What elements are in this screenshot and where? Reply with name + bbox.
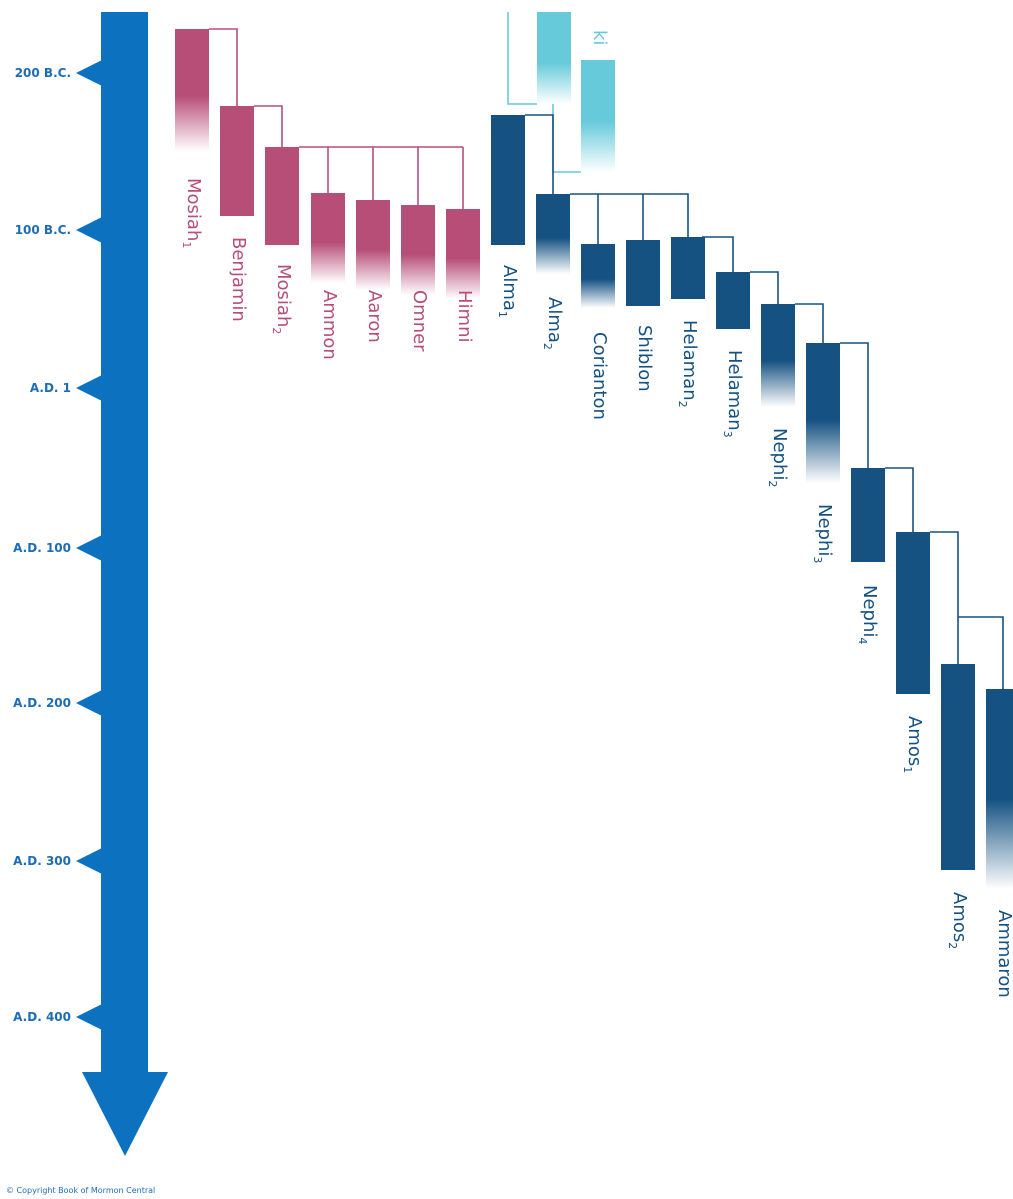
lifespan-bars [175,12,1013,889]
connector-nephi2-nephi3 [795,303,824,343]
person-label-nephi3: Nephi3 [811,504,835,563]
lifespan-bar-omner [401,205,435,295]
timeline-tick-label: A.D. 1 [30,381,71,395]
person-label-shiblon: Shiblon [634,325,655,392]
lifespan-bar-helaman3 [716,272,750,329]
connector-mosiah1-benjamin [209,28,238,106]
timeline-tick-marker [76,690,102,716]
lifespan-bar-aaron [356,200,390,290]
connector-helaman2-helaman3 [702,236,734,272]
connector-nephi4-amos1 [885,467,914,532]
person-label-alma2: Alma2 [541,297,565,350]
person-label-aaron: Aaron [364,290,385,343]
lifespan-bar-benjamin [220,106,254,216]
connector-nephi3-nephi4 [840,342,869,468]
lifespan-bar-ki [537,12,571,104]
timeline-axis [82,12,168,1156]
connector-amos1-amos2 [930,531,959,664]
copyright-notice: © Copyright Book of Mormon Central [6,1186,156,1195]
timeline-tick-marker [76,375,102,401]
timeline-arrowhead-icon [82,1072,168,1156]
person-label-ammaron: Ammaron [994,910,1013,998]
lifespan-bar-shiblon [626,240,660,306]
lifespan-bar-helaman2 [671,237,705,299]
person-label-benjamin: Benjamin [228,237,249,322]
lifespan-bar-nephi4 [851,468,885,562]
lifespan-bar-nephi3 [806,343,840,483]
lifespan-bar-mosiah2 [265,147,299,245]
timeline-tick-label: 200 B.C. [15,66,71,80]
person-label-mosiah1: Mosiah1 [180,178,204,248]
lifespan-bar-unnamed [581,60,615,172]
person-label-himni: Himni [454,290,475,342]
person-label-ammon: Ammon [319,290,340,360]
person-label-helaman3: Helaman3 [721,350,745,438]
lifespan-bar-nephi2 [761,304,795,407]
timeline-tick-label: A.D. 300 [13,854,71,868]
lifespan-bar-ammon [311,193,345,283]
timeline-tick-marker [76,60,102,86]
timeline-tick-label: 100 B.C. [15,223,71,237]
timeline-tick-marker [76,1004,102,1030]
timeline-tick-marker [76,217,102,243]
person-label-omner: Omner [409,290,430,352]
person-label-nephi2: Nephi2 [766,428,790,487]
connector-amos1-ammaron [958,616,1004,689]
connector-alma1-alma2 [525,114,554,194]
person-label-ki: ki [589,30,610,45]
lifespan-bar-alma1 [491,115,525,245]
lifespan-bar-amos1 [896,532,930,694]
lifespan-bar-mosiah1 [175,29,209,151]
person-label-corianton: Corianton [589,332,610,420]
person-label-nephi4: Nephi4 [856,585,880,644]
timeline-tick-marker [76,848,102,874]
connector-helaman3-nephi2 [750,271,779,304]
timeline-ticks: 200 B.C. 100 B.C. A.D. 1 A.D. 100 A.D. 200 A.… [13,60,102,1030]
lifespan-bar-amos2 [941,664,975,870]
lifespan-bar-corianton [581,244,615,308]
person-label-alma1: Alma1 [496,265,520,318]
connector-benjamin-mosiah2 [254,105,283,147]
connector-alma2-sons [570,193,689,237]
timeline-shaft [101,12,148,1080]
person-label-amos1: Amos1 [901,716,925,773]
connector-cyan-right [552,104,581,173]
lifespan-bar-ammaron [986,689,1013,889]
person-label-helaman2: Helaman2 [676,320,700,408]
connector-cyan-top [507,12,537,105]
lifespan-bar-himni [446,209,480,299]
lineage-connectors [209,12,1004,689]
timeline-tick-label: A.D. 400 [13,1010,71,1024]
person-label-amos2: Amos2 [946,892,970,949]
person-label-mosiah2: Mosiah2 [270,264,294,334]
lifespan-bar-alma2 [536,194,570,274]
timeline-tick-label: A.D. 200 [13,696,71,710]
timeline-tick-label: A.D. 100 [13,541,71,555]
timeline-tick-marker [76,535,102,561]
person-labels: Mosiah1 Benjamin Mosiah2 Ammon Aaron Omner Him… [180,30,1013,998]
